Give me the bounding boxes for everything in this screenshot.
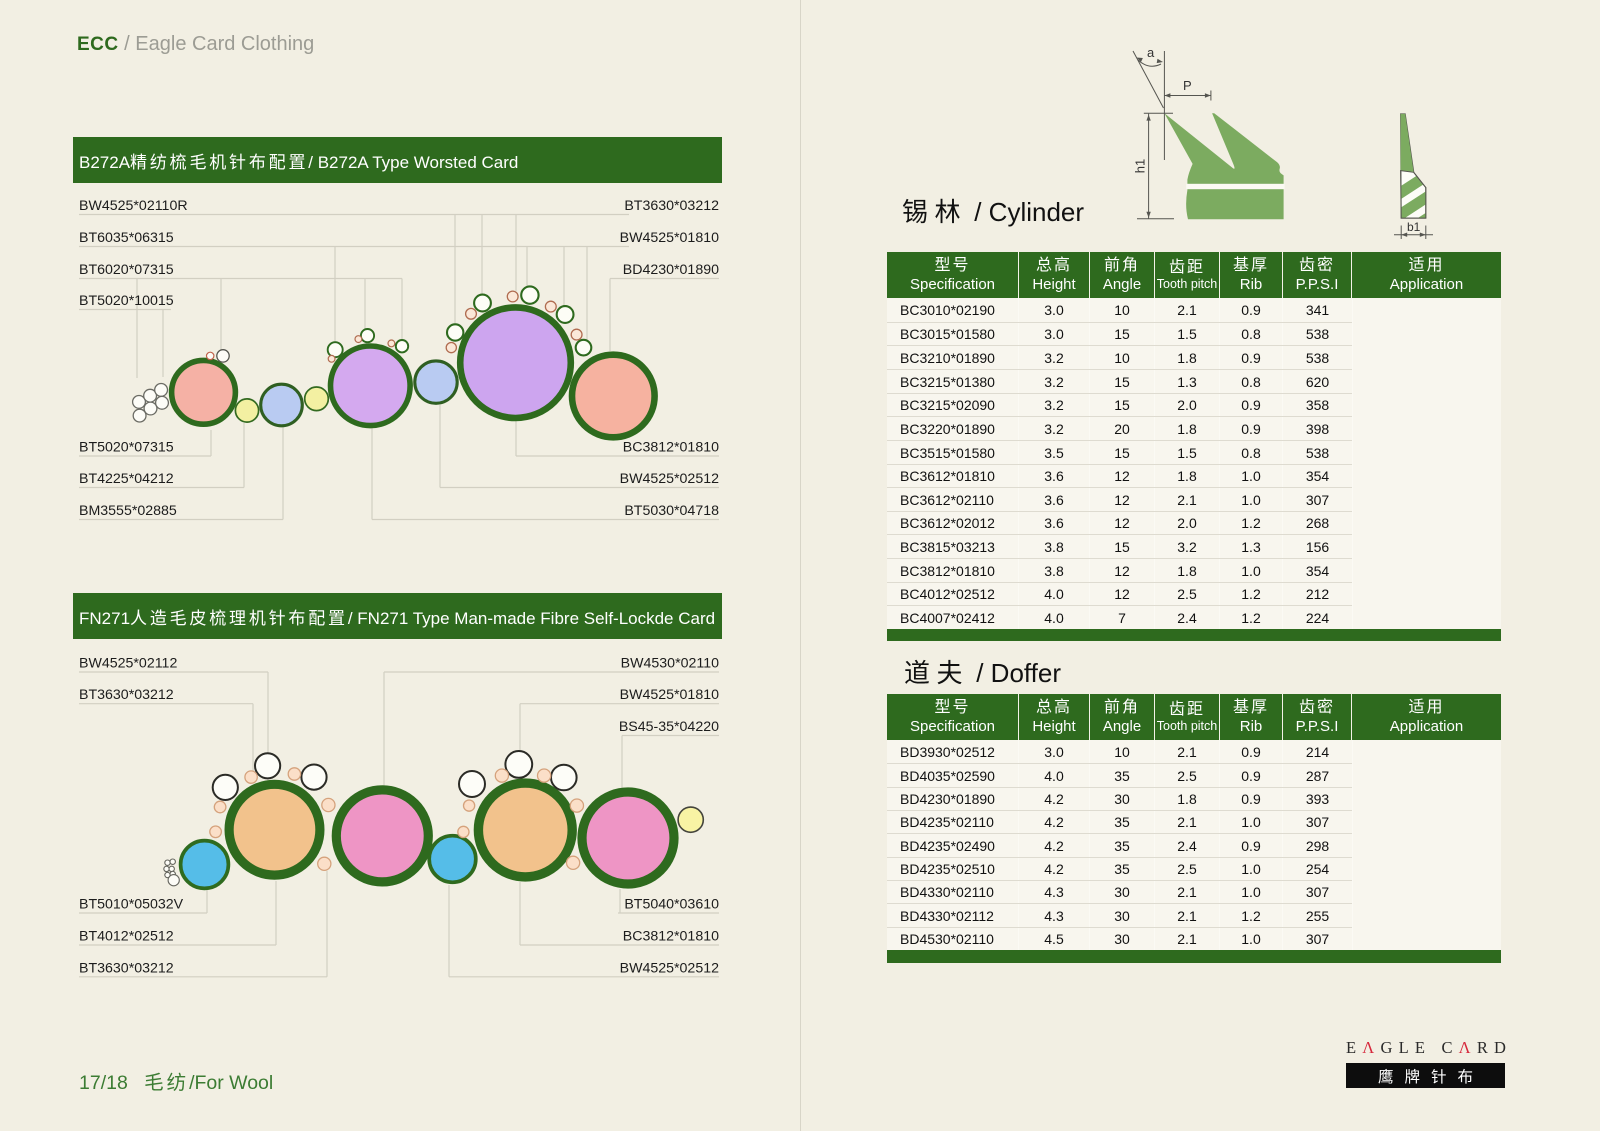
svg-text:BW4525*01810: BW4525*01810 [620, 230, 719, 246]
svg-text:BW4525*01810: BW4525*01810 [620, 687, 719, 703]
svg-text:BT4012*02512: BT4012*02512 [79, 929, 174, 945]
svg-text:BT5020*10015: BT5020*10015 [79, 293, 174, 309]
svg-text:BW4525*02512: BW4525*02512 [620, 960, 719, 976]
svg-text:BW4525*02512: BW4525*02512 [620, 471, 719, 487]
svg-text:h1: h1 [1133, 159, 1148, 173]
svg-text:BW4525*02112: BW4525*02112 [79, 656, 177, 672]
svg-text:BT5030*04718: BT5030*04718 [624, 503, 719, 519]
svg-text:BC3812*01810: BC3812*01810 [623, 440, 719, 456]
svg-text:BT5020*07315: BT5020*07315 [79, 440, 174, 456]
svg-text:BW4525*02110R: BW4525*02110R [79, 198, 188, 214]
svg-text:BM3555*02885: BM3555*02885 [79, 503, 177, 519]
svg-text:a: a [1147, 45, 1155, 60]
svg-text:BT6035*06315: BT6035*06315 [79, 230, 174, 246]
svg-text:BW4530*02110: BW4530*02110 [621, 656, 719, 672]
svg-text:P: P [1183, 78, 1192, 93]
svg-text:BT4225*04212: BT4225*04212 [79, 471, 174, 487]
svg-text:BT6020*07315: BT6020*07315 [79, 262, 174, 278]
svg-text:BT3630*03212: BT3630*03212 [79, 960, 174, 976]
svg-text:BT5040*03610: BT5040*03610 [624, 897, 719, 913]
svg-text:BT5010*05032V: BT5010*05032V [79, 897, 184, 913]
svg-text:BD4230*01890: BD4230*01890 [623, 262, 719, 278]
svg-text:BT3630*03212: BT3630*03212 [79, 687, 174, 703]
svg-text:BT3630*03212: BT3630*03212 [624, 198, 719, 214]
svg-text:b1: b1 [1407, 220, 1421, 234]
svg-text:BS45-35*04220: BS45-35*04220 [619, 719, 719, 735]
svg-text:BC3812*01810: BC3812*01810 [623, 929, 719, 945]
